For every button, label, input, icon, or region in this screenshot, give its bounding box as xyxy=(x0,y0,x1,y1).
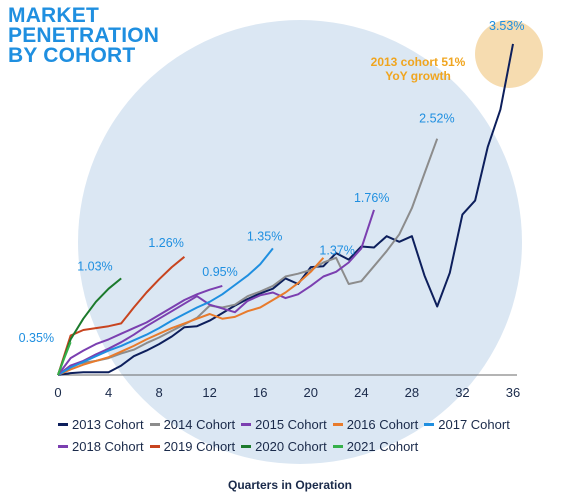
legend-item: 2014 Cohort xyxy=(149,417,236,432)
legend-swatch xyxy=(241,423,252,426)
legend-label: 2019 Cohort xyxy=(163,439,236,454)
series-line xyxy=(57,284,223,376)
legend-swatch xyxy=(149,423,160,426)
legend-item: 2020 Cohort xyxy=(241,439,327,454)
x-tick-label: 24 xyxy=(354,385,368,400)
series-line xyxy=(57,256,186,376)
legend-label: 2018 Cohort xyxy=(72,439,144,454)
x-tick-label: 0 xyxy=(54,385,61,400)
legend-label: 2016 Cohort xyxy=(346,417,419,432)
legend-swatch xyxy=(58,445,68,448)
title-line: PENETRATION xyxy=(8,24,160,47)
legend-label: 2014 Cohort xyxy=(163,417,236,432)
legend-label: 2015 Cohort xyxy=(255,417,327,432)
data-label: 1.35% xyxy=(247,229,282,243)
data-label: 0.35% xyxy=(19,331,54,345)
series-line xyxy=(57,43,514,376)
data-label: 3.53% xyxy=(489,19,524,33)
background-circle xyxy=(78,20,522,464)
chart-title: MARKET PENETRATION BY COHORT xyxy=(8,4,160,67)
legend-label: 2021 Cohort xyxy=(346,439,419,454)
annotation-text: YoY growth xyxy=(385,69,451,83)
legend-swatch xyxy=(149,445,160,448)
legend-item: 2013 Cohort xyxy=(58,417,144,432)
data-label: 1.37% xyxy=(319,244,354,258)
legend-item: 2019 Cohort xyxy=(149,439,236,454)
legend-swatch xyxy=(58,423,68,426)
legend-swatch xyxy=(241,445,252,448)
legend-item: 2021 Cohort xyxy=(332,439,419,454)
series-line xyxy=(57,247,274,376)
legend-item: 2015 Cohort xyxy=(241,417,327,432)
x-tick-label: 12 xyxy=(202,385,216,400)
highlight-circle xyxy=(475,19,543,88)
data-label: 1.26% xyxy=(148,236,183,250)
x-tick-label: 4 xyxy=(105,385,112,400)
legend-label: 2020 Cohort xyxy=(255,439,327,454)
legend-row: 2013 Cohort 2014 Cohort 2015 Cohort 2016 Co… xyxy=(58,414,516,432)
series-line xyxy=(57,138,439,376)
title-line: MARKET xyxy=(8,4,100,27)
x-tick-label: 36 xyxy=(506,385,520,400)
legend-swatch xyxy=(332,445,343,448)
x-tick-label: 28 xyxy=(405,385,419,400)
x-tick-label: 32 xyxy=(455,385,469,400)
legend-item: 2018 Cohort xyxy=(58,439,144,454)
legend-row: 2018 Cohort 2019 Cohort 2020 Cohort 2021 Co… xyxy=(58,436,424,454)
series-line xyxy=(57,209,375,376)
legend-swatch xyxy=(332,423,343,426)
legend-swatch xyxy=(424,423,435,426)
legend-label: 2017 Cohort xyxy=(438,417,510,432)
annotation-text: 2013 cohort 51% xyxy=(371,55,466,69)
data-label: 2.52% xyxy=(419,112,454,126)
x-tick-label: 8 xyxy=(155,385,162,400)
x-axis-label: Quarters in Operation xyxy=(227,478,353,492)
legend-item: 2017 Cohort xyxy=(424,417,510,432)
data-label: 0.95% xyxy=(202,265,237,279)
series-line xyxy=(57,257,325,376)
legend-label: 2013 Cohort xyxy=(72,417,144,432)
title-line: BY COHORT xyxy=(8,44,136,67)
x-tick-label: 16 xyxy=(253,385,267,400)
series-line xyxy=(57,341,72,376)
x-tick-label: 20 xyxy=(304,385,318,400)
legend-item: 2016 Cohort xyxy=(332,417,419,432)
data-label: 1.76% xyxy=(354,191,389,205)
data-label: 1.03% xyxy=(77,259,112,273)
